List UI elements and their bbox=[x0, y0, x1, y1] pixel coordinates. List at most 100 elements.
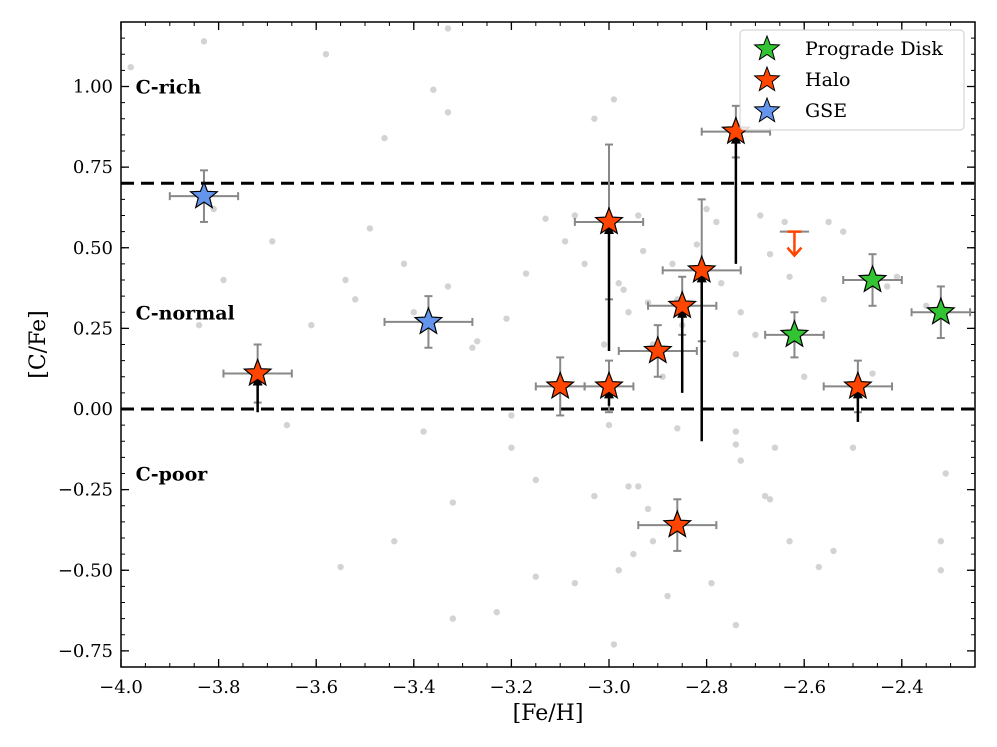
background-point bbox=[532, 573, 539, 580]
background-point bbox=[195, 321, 203, 329]
background-point bbox=[610, 641, 618, 648]
background-point bbox=[449, 615, 457, 622]
legend-label: Prograde Disk bbox=[805, 38, 943, 60]
background-point bbox=[639, 247, 647, 255]
region-label: C-poor bbox=[136, 464, 209, 486]
background-point bbox=[508, 412, 515, 419]
legend-label: GSE bbox=[805, 100, 847, 122]
y-tick-label: −0.75 bbox=[58, 641, 113, 662]
background-point bbox=[659, 373, 666, 380]
star-marker bbox=[667, 290, 698, 319]
background-point bbox=[761, 492, 769, 500]
background-point bbox=[869, 370, 876, 377]
background-point bbox=[542, 215, 549, 222]
background-point bbox=[269, 238, 276, 245]
y-tick-label: 0.50 bbox=[73, 238, 113, 259]
background-point bbox=[571, 579, 579, 587]
background-point bbox=[942, 470, 949, 477]
x-tick-label: −2.6 bbox=[782, 677, 826, 698]
background-point bbox=[444, 25, 452, 32]
y-axis-label: [C/Fe] bbox=[26, 310, 51, 379]
background-point bbox=[732, 428, 740, 435]
background-point bbox=[849, 444, 857, 451]
legend-box bbox=[739, 29, 965, 131]
y-tick-label: 1.00 bbox=[73, 77, 113, 98]
x-tick-label: −3.4 bbox=[392, 677, 436, 698]
background-point bbox=[605, 421, 613, 429]
background-point bbox=[644, 505, 652, 513]
background-point bbox=[532, 476, 539, 484]
upper-limit-arrowhead bbox=[786, 246, 803, 258]
background-point bbox=[830, 547, 837, 555]
star-marker bbox=[594, 206, 624, 235]
background-point bbox=[493, 608, 500, 616]
background-point bbox=[615, 280, 622, 287]
background-point bbox=[410, 309, 417, 316]
background-point bbox=[786, 538, 793, 545]
background-point bbox=[635, 483, 642, 490]
background-point bbox=[766, 496, 774, 503]
x-axis-label: [Fe/H] bbox=[513, 701, 584, 726]
background-point bbox=[322, 51, 330, 58]
background-point bbox=[786, 273, 793, 280]
star-marker bbox=[686, 254, 717, 283]
background-point bbox=[752, 331, 759, 339]
background-point bbox=[801, 373, 808, 380]
background-point bbox=[444, 283, 452, 290]
background-point bbox=[600, 341, 608, 348]
background-point bbox=[703, 205, 710, 213]
background-point bbox=[664, 592, 671, 600]
background-point bbox=[757, 212, 764, 219]
background-point bbox=[737, 309, 744, 316]
background-point bbox=[430, 86, 437, 93]
background-point bbox=[620, 286, 627, 293]
background-point bbox=[200, 38, 208, 45]
x-tick-label: −3.0 bbox=[587, 677, 631, 698]
background-point bbox=[400, 260, 408, 268]
reference-lines bbox=[121, 181, 975, 411]
legend-star-icon bbox=[753, 96, 781, 123]
background-point bbox=[220, 276, 227, 284]
x-tick-label: −2.8 bbox=[685, 677, 729, 698]
background-point bbox=[420, 428, 427, 435]
axes: −4.0 −3.8 −3.6 −3.4 −3.2 −3.0 −2.8 −2.6 −2.4 1.00… bbox=[26, 21, 976, 726]
background-point bbox=[669, 260, 676, 268]
background-point bbox=[503, 315, 510, 322]
background-point bbox=[444, 109, 452, 116]
star-marker bbox=[413, 306, 444, 335]
background-points bbox=[127, 25, 949, 648]
background-point bbox=[649, 538, 657, 545]
background-point bbox=[732, 621, 740, 629]
background-point bbox=[561, 238, 569, 245]
star-marker bbox=[842, 370, 873, 400]
background-point bbox=[474, 338, 481, 345]
y-tick-label: −0.50 bbox=[58, 560, 113, 581]
background-point bbox=[591, 492, 598, 500]
background-point bbox=[381, 134, 388, 142]
background-point bbox=[737, 457, 744, 464]
background-point bbox=[708, 579, 715, 587]
background-point bbox=[581, 260, 588, 268]
background-point bbox=[937, 538, 945, 545]
error-bars bbox=[168, 104, 972, 552]
legend: Prograde Disk Halo GSE bbox=[739, 29, 965, 131]
star-marker bbox=[662, 509, 693, 538]
y-tick-label: 0.25 bbox=[73, 318, 113, 339]
background-point bbox=[625, 483, 632, 490]
background-point bbox=[127, 63, 134, 71]
star-marker bbox=[642, 335, 673, 364]
region-label: C-rich bbox=[136, 77, 202, 99]
background-point bbox=[352, 296, 359, 303]
star-marker bbox=[545, 370, 576, 400]
star-marker bbox=[189, 180, 219, 209]
background-point bbox=[469, 344, 476, 351]
background-point bbox=[591, 115, 598, 122]
background-point bbox=[342, 276, 349, 284]
region-label: C-normal bbox=[136, 302, 235, 324]
star-marker bbox=[779, 319, 810, 348]
background-point bbox=[391, 538, 398, 545]
background-point bbox=[635, 212, 642, 219]
background-point bbox=[625, 309, 632, 316]
star-marker bbox=[594, 370, 624, 400]
